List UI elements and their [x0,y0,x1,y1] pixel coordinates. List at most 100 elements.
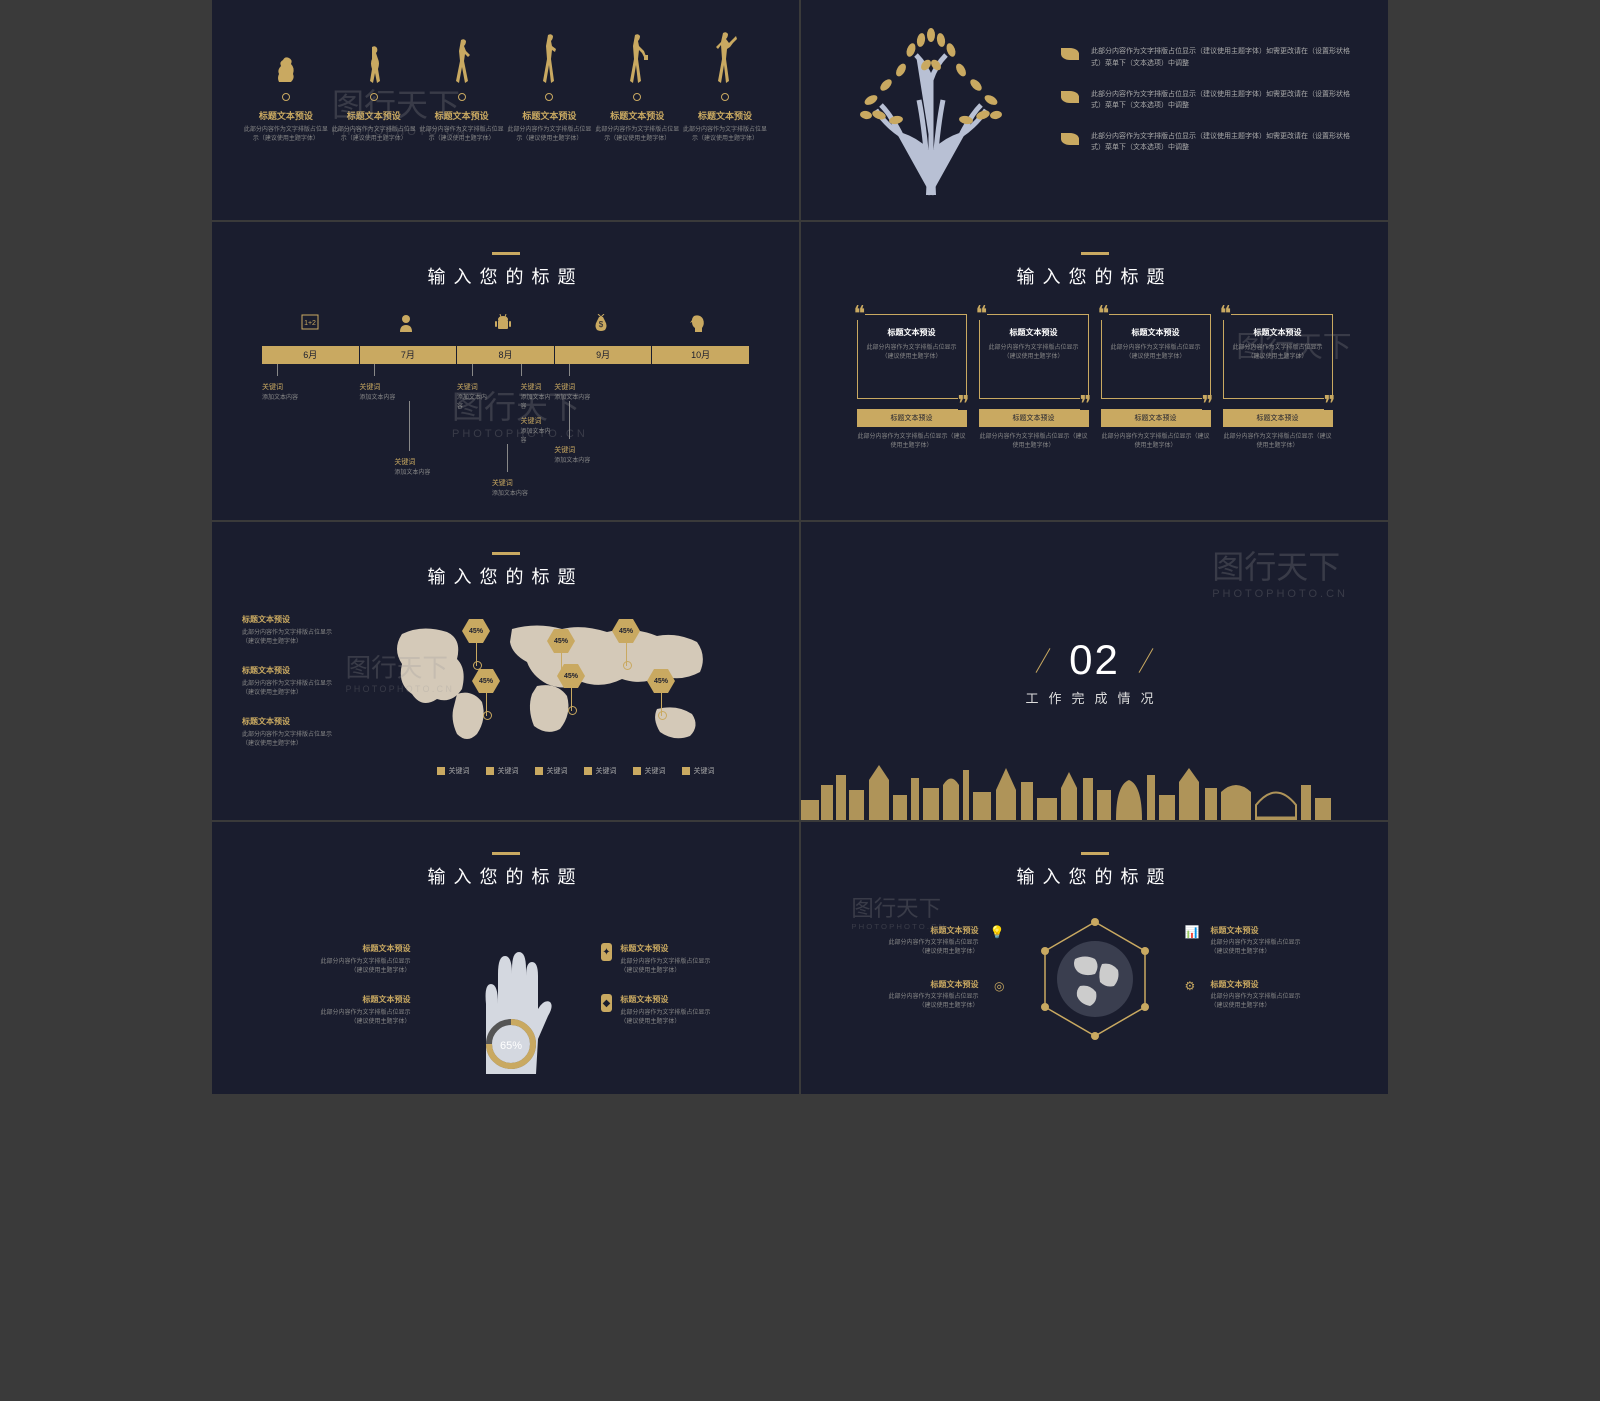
person-icon [398,314,418,334]
badge-icon: ✦ [601,943,613,961]
slide-quotes: 输入您的标题 ❝❞ 标题文本预设 此部分内容作为文字排版占位显示（建议使用主题字… [801,222,1388,520]
slide-globe: 输入您的标题 💡 标题文本预设 此部分内容作为文字排版占位显示（建议使用主题字体… [801,822,1388,1094]
timeline-month: 7月 [360,346,458,364]
globe-item-desc: 此部分内容作为文字排版占位显示（建议使用主题字体） [888,993,978,1011]
head-gear-icon [690,314,710,334]
quote-title: 标题文本预设 [864,327,960,338]
timeline-subtext: 添加文本内容 [492,488,554,497]
timeline-icons: 1+2 $ [262,314,749,334]
timeline-keyword: 关键词 [457,382,491,392]
hand-percent: 65% [499,1040,521,1052]
map-sidebar: 标题文本预设 此部分内容作为文字排版占位显示（建议使用主题字体） 标题文本预设 … [242,614,362,776]
tree-text: 此部分内容作为文字排版占位显示（建议使用主题字体）如需更改请在（设置形状格式）菜… [1091,131,1358,153]
map-side-desc: 此部分内容作为文字排版占位显示（建议使用主题字体） [242,629,362,647]
android-icon [495,314,515,334]
legend-item: 关键词 [633,766,666,776]
evo-label: 标题文本预设 [681,109,769,122]
quote-title: 标题文本预设 [986,327,1082,338]
globe-item-title: 标题文本预设 [1211,979,1301,990]
quote-footer: 此部分内容作为文字排版占位显示（建议使用主题字体） [857,433,967,451]
section-subtitle: 工作完成情况 [1025,688,1163,707]
tree-icon [831,20,1031,200]
legend-item: 关键词 [682,766,715,776]
map-side-item: 标题文本预设 此部分内容作为文字排版占位显示（建议使用主题字体） [242,665,362,698]
timeline-keyword: 关键词 [521,382,555,392]
quote-footer: 此部分内容作为文字排版占位显示（建议使用主题字体） [1223,433,1333,451]
hand-item-desc: 此部分内容作为文字排版占位显示（建议使用主题字体） [291,1009,411,1027]
globe-item-desc: 此部分内容作为文字排版占位显示（建议使用主题字体） [888,939,978,957]
evo-desc: 此部分内容作为文字排版占位显示（建议使用主题字体） [593,126,681,144]
modern-human-icon [505,30,593,85]
globe-graphic [1030,914,1160,1044]
timeline-details: 关键词添加文本内容 关键词添加文本内容 关键词添加文本内容 关键词添加文本内容 … [262,364,749,497]
watermark: 图行天下PHOTOPHOTO.CN [1212,542,1348,600]
evo-desc: 此部分内容作为文字排版占位显示（建议使用主题字体） [242,126,330,144]
formula-icon: 1+2 [301,314,321,334]
hand-item-title: 标题文本预设 [620,994,720,1005]
globe-right-list: 📊 标题文本预设 此部分内容作为文字排版占位显示（建议使用主题字体） ⚙ 标题文… [1185,925,1315,1033]
legend-item: 关键词 [486,766,519,776]
evo-label: 标题文本预设 [242,109,330,122]
money-bag-icon: $ [593,314,613,334]
svg-text:1+2: 1+2 [304,320,316,327]
tree-list: 此部分内容作为文字排版占位显示（建议使用主题字体）如需更改请在（设置形状格式）菜… [1061,46,1358,173]
globe-item-title: 标题文本预设 [1211,925,1301,936]
slide-hand: 输入您的标题 标题文本预设 此部分内容作为文字排版占位显示（建议使用主题字体） … [212,822,799,1094]
tree-item: 此部分内容作为文字排版占位显示（建议使用主题字体）如需更改请在（设置形状格式）菜… [1061,89,1358,111]
slide-title: 输入您的标题 [242,252,769,289]
slide-title: 输入您的标题 [242,552,769,589]
quote-footer: 此部分内容作为文字排版占位显示（建议使用主题字体） [979,433,1089,451]
timeline-keyword: 关键词 [554,445,651,455]
skyline-icon [801,760,1331,820]
quote-grid: ❝❞ 标题文本预设 此部分内容作为文字排版占位显示（建议使用主题字体） 标题文本… [831,314,1358,451]
slide-timeline: 输入您的标题 1+2 $ 6月 7月 8月 9月 10月 [212,222,799,520]
quote-box: ❝❞ 标题文本预设 此部分内容作为文字排版占位显示（建议使用主题字体） 标题文本… [1223,314,1333,451]
world-map: 45%45%45%45%45%45% 关键词关键词关键词关键词关键词关键词 [382,614,769,776]
legend-item: 关键词 [584,766,617,776]
evo-desc: 此部分内容作为文字排版占位显示（建议使用主题字体） [681,126,769,144]
quote-button: 标题文本预设 [1101,409,1211,427]
quote-box: ❝❞ 标题文本预设 此部分内容作为文字排版占位显示（建议使用主题字体） 标题文本… [1101,314,1211,451]
timeline-subtext: 添加文本内容 [554,455,651,464]
tree-text: 此部分内容作为文字排版占位显示（建议使用主题字体）如需更改请在（设置形状格式）菜… [1091,46,1358,68]
hand-item-desc: 此部分内容作为文字排版占位显示（建议使用主题字体） [291,958,411,976]
legend-item: 关键词 [437,766,470,776]
badge-icon: ◆ [601,994,613,1012]
quote-desc: 此部分内容作为文字排版占位显示（建议使用主题字体） [1108,344,1204,362]
quote-button: 标题文本预设 [857,409,967,427]
timeline-month: 6月 [262,346,360,364]
quote-title: 标题文本预设 [1230,327,1326,338]
quote-desc: 此部分内容作为文字排版占位显示（建议使用主题字体） [864,344,960,362]
evo-desc: 此部分内容作为文字排版占位显示（建议使用主题字体） [418,126,506,144]
slide-title: 输入您的标题 [831,852,1358,889]
leaf-icon [1061,91,1079,103]
walking-human-icon [418,30,506,85]
timeline-bar: 6月 7月 8月 9月 10月 [262,346,749,364]
map-side-title: 标题文本预设 [242,716,362,727]
timeline-subtext: 添加文本内容 [521,426,555,444]
evo-label: 标题文本预设 [330,109,418,122]
target-icon: ◎ [987,979,1005,997]
evolution-row: 标题文本预设 此部分内容作为文字排版占位显示（建议使用主题字体） 标题文本预设 … [242,30,769,144]
timeline-subtext: 添加文本内容 [262,392,359,401]
hand-item-title: 标题文本预设 [620,943,720,954]
map-side-item: 标题文本预设 此部分内容作为文字排版占位显示（建议使用主题字体） [242,716,362,749]
hand-item-desc: 此部分内容作为文字排版占位显示 （建议使用主题字体） [620,1009,720,1027]
timeline-subtext: 添加文本内容 [359,392,456,401]
evo-item: 标题文本预设 此部分内容作为文字排版占位显示（建议使用主题字体） [505,30,593,144]
map-side-desc: 此部分内容作为文字排版占位显示（建议使用主题字体） [242,731,362,749]
timeline-keyword: 关键词 [492,478,554,488]
timeline-subtext: 添加文本内容 [521,392,555,410]
slide-tree: 此部分内容作为文字排版占位显示（建议使用主题字体）如需更改请在（设置形状格式）菜… [801,0,1388,220]
evo-item: 标题文本预设 此部分内容作为文字排版占位显示（建议使用主题字体） [593,30,681,144]
early-human-icon [330,30,418,85]
tree-item: 此部分内容作为文字排版占位显示（建议使用主题字体）如需更改请在（设置形状格式）菜… [1061,131,1358,153]
timeline-keyword: 关键词 [262,382,359,392]
lightbulb-icon: 💡 [987,925,1005,943]
quote-box: ❝❞ 标题文本预设 此部分内容作为文字排版占位显示（建议使用主题字体） 标题文本… [857,314,967,451]
ape-icon [242,30,330,85]
map-side-title: 标题文本预设 [242,665,362,676]
timeline-month: 8月 [457,346,555,364]
quote-button: 标题文本预设 [979,409,1089,427]
timeline-keyword: 关键词 [554,382,651,392]
